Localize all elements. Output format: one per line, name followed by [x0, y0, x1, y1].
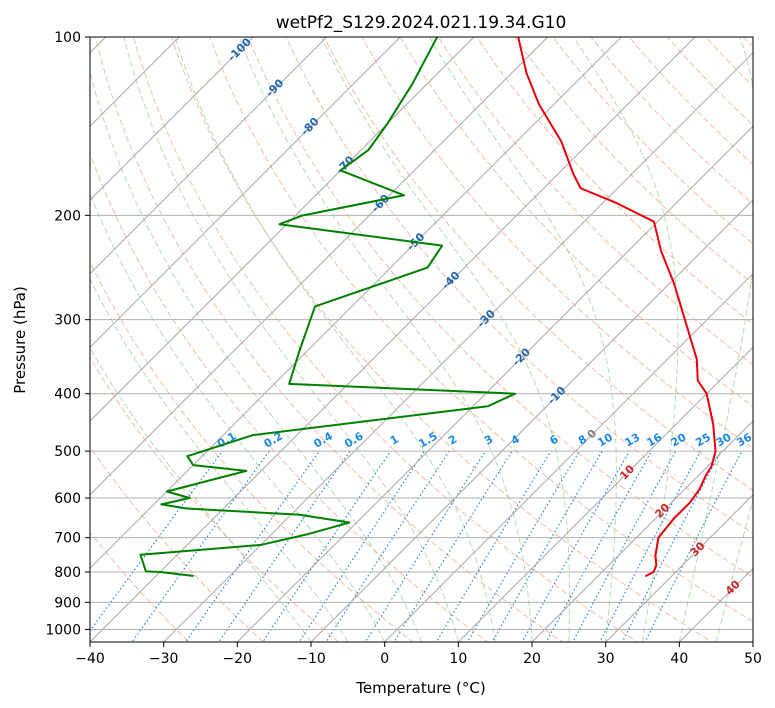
x-tick-label: 50 [744, 651, 762, 667]
y-tick-label: 900 [54, 595, 81, 611]
x-tick-label: 10 [449, 651, 467, 667]
plot-area: 0.1 0.2 0.4 0.6 1 1.5 2 3 4 6 8 10 13 16 20 25 30 36-100-… [90, 10, 775, 654]
moist-adiabats [90, 37, 753, 642]
isotherm-line [752, 641, 753, 642]
isotherm-grid [90, 37, 753, 642]
isotherm-line [90, 37, 622, 570]
dry-adiabat [209, 37, 753, 623]
dry-adiabat [399, 37, 753, 407]
dry-adiabat [475, 37, 753, 325]
y-axis: 1000 900 800 700 600 500 400 300 200 100 [45, 30, 90, 638]
y-tick-label: 800 [54, 565, 81, 581]
moist-adiabat [428, 37, 617, 642]
dry-adiabat [90, 260, 414, 642]
x-tick-label: −30 [149, 651, 179, 667]
isotherm-line [163, 51, 753, 642]
y-tick-label: 500 [54, 444, 81, 460]
dry-adiabat [170, 37, 713, 642]
isotherm-line [236, 125, 753, 642]
y-tick-label: 400 [54, 387, 81, 403]
isotherm-line [90, 37, 401, 349]
y-tick-label: 100 [54, 30, 81, 46]
moist-adiabat [320, 37, 571, 642]
dry-adiabat [285, 37, 753, 535]
dry-adiabat [132, 37, 638, 642]
isotherm-line [384, 272, 753, 642]
plot-frame [89, 36, 754, 643]
x-tick-label: −10 [296, 651, 326, 667]
x-axis-title: Temperature (°C) [355, 679, 485, 697]
moist-adiabat [90, 278, 349, 642]
moist-adiabat [238, 37, 533, 642]
y-tick-label: 700 [54, 531, 81, 547]
x-tick-label: 30 [597, 651, 615, 667]
moist-adiabat [123, 37, 459, 642]
dry-adiabat [94, 37, 564, 642]
y-tick-label: 200 [54, 208, 81, 224]
sounding-series [139, 37, 717, 577]
mixing-ratio-label: 36 [734, 430, 754, 449]
moist-adiabat [572, 37, 679, 642]
x-tick-label: 20 [523, 651, 541, 667]
moist-adiabat [90, 192, 386, 642]
x-tick-label: 0 [380, 651, 389, 667]
y-tick-label: 300 [54, 313, 81, 329]
y-tick-label: 1000 [45, 622, 81, 638]
dry-adiabat [361, 37, 753, 449]
isotherm-line [90, 37, 328, 275]
y-axis-title: Pressure (hPa) [11, 286, 29, 394]
dry-adiabat [90, 446, 265, 642]
y-tick-label: 600 [54, 491, 81, 507]
isotherm-line [457, 346, 753, 642]
dry-adiabat [755, 10, 775, 654]
isotherm-line [90, 37, 475, 422]
moist-adiabat [174, 37, 496, 642]
isotherm-line [90, 37, 254, 201]
isotherm-line [90, 37, 549, 496]
moist-adiabat [678, 37, 753, 642]
isotherm-line [531, 420, 753, 642]
x-tick-label: 40 [670, 651, 688, 667]
dry-adiabats [90, 10, 775, 654]
x-tick-label: −20 [223, 651, 253, 667]
x-axis: −40 −30 −20 −10 0 10 20 30 40 50 [75, 642, 762, 667]
plot-background [90, 37, 753, 642]
dry-adiabat [247, 37, 753, 578]
chart-title: wetPf2_S129.2024.021.19.34.G10 [276, 13, 567, 33]
x-tick-label: −40 [75, 651, 105, 667]
isotherm-line [90, 37, 696, 642]
isotherm-line [310, 199, 753, 642]
moist-adiabat [90, 70, 422, 642]
temperature-profile-line [517, 37, 717, 577]
dewpoint-profile-line [139, 37, 517, 577]
dry-adiabat [90, 152, 489, 642]
isotherm-line [605, 493, 753, 642]
